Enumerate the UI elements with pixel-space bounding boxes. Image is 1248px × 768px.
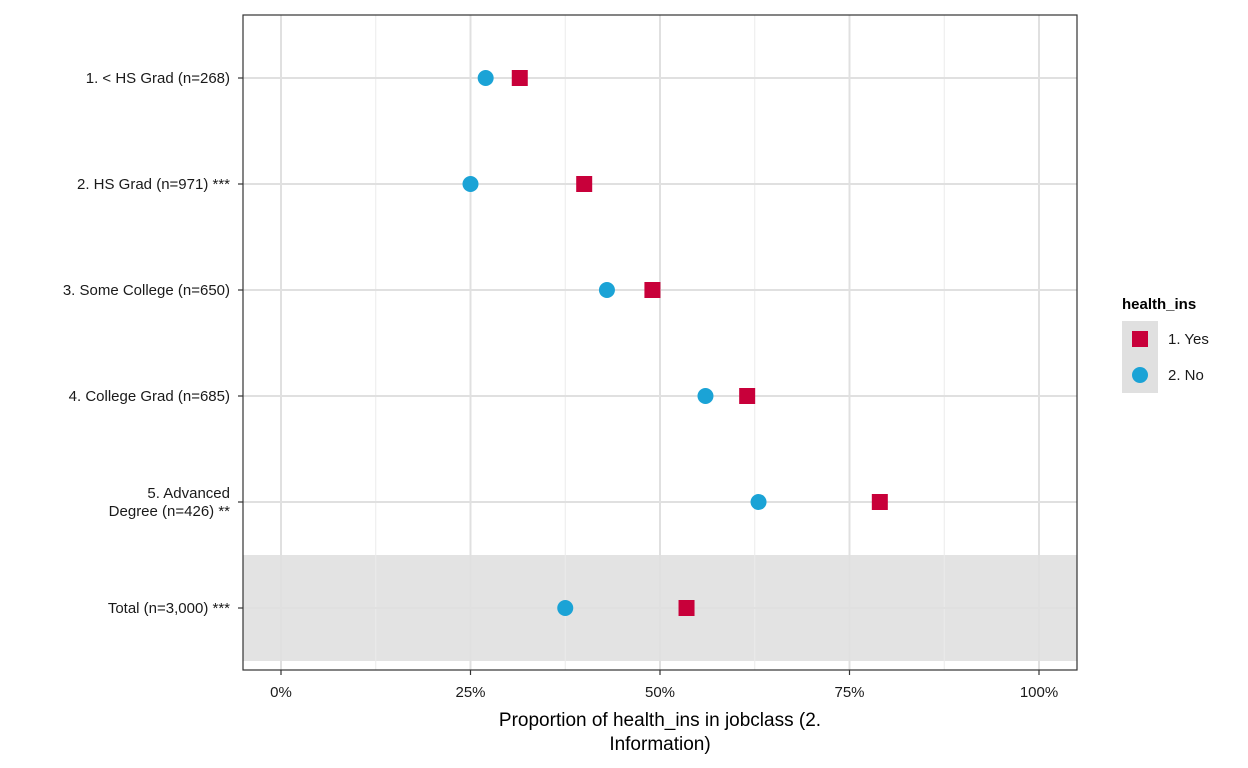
point-no xyxy=(462,176,479,192)
point-no xyxy=(598,282,615,298)
x-axis: 0% 25% 50% 75% 100% xyxy=(270,670,1058,701)
x-axis-title: Proportion of health_ins in jobclass (2.… xyxy=(499,710,821,755)
y-tick-label: 2. HS Grad (n=971) *** xyxy=(77,176,230,193)
legend-square-icon xyxy=(1132,331,1148,347)
x-tick-label: 25% xyxy=(455,684,485,701)
point-yes xyxy=(871,494,888,510)
y-tick-label: 1. < HS Grad (n=268) xyxy=(86,70,230,87)
legend-title: health_ins xyxy=(1122,296,1196,313)
point-no xyxy=(697,388,714,404)
x-axis-title-line: Information) xyxy=(609,734,710,755)
y-tick-label: Total (n=3,000) *** xyxy=(108,600,230,617)
x-axis-title-line: Proportion of health_ins in jobclass (2. xyxy=(499,710,821,731)
point-no xyxy=(477,70,494,86)
y-axis: 1. < HS Grad (n=268) 2. HS Grad (n=971) *… xyxy=(63,70,243,617)
point-yes xyxy=(576,176,593,192)
points-layer xyxy=(462,70,888,616)
y-tick-label: 5. Advanced xyxy=(147,485,230,502)
legend-circle-icon xyxy=(1132,367,1148,383)
y-tick-label: 3. Some College (n=650) xyxy=(63,282,230,299)
point-no xyxy=(557,600,574,616)
x-tick-label: 0% xyxy=(270,684,292,701)
x-tick-label: 50% xyxy=(645,684,675,701)
y-tick-label: 4. College Grad (n=685) xyxy=(69,388,230,405)
y-tick-label: Degree (n=426) ** xyxy=(109,503,230,520)
legend-label: 1. Yes xyxy=(1168,331,1209,348)
point-no xyxy=(750,494,767,510)
point-yes xyxy=(678,600,695,616)
x-tick-label: 100% xyxy=(1020,684,1058,701)
point-yes xyxy=(739,388,756,404)
legend-label: 2. No xyxy=(1168,367,1204,384)
x-tick-label: 75% xyxy=(834,684,864,701)
point-yes xyxy=(511,70,528,86)
legend: health_ins 1. Yes 2. No xyxy=(1122,296,1209,393)
point-yes xyxy=(644,282,661,298)
